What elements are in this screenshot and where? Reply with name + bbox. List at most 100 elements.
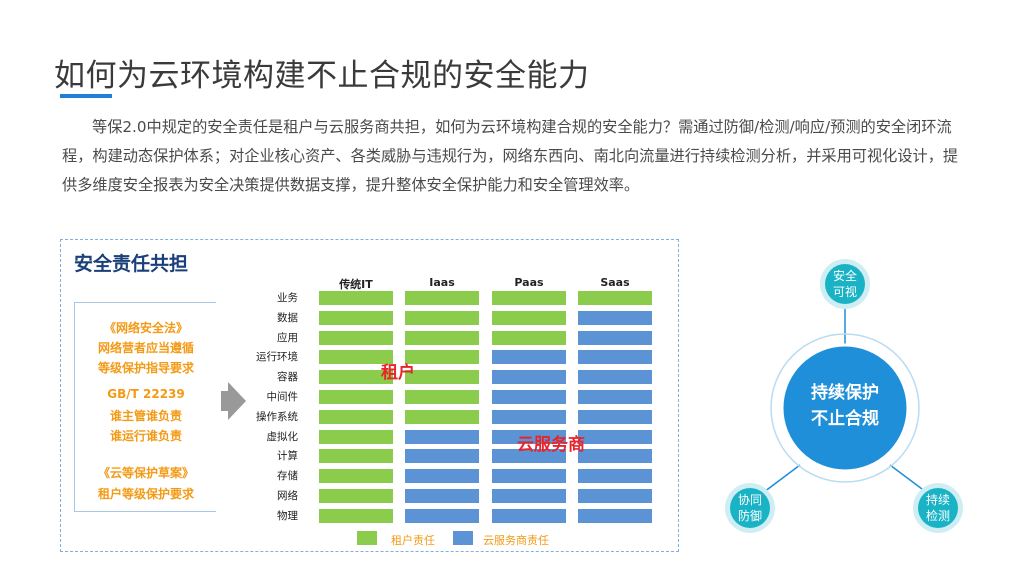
provider-cell [405, 449, 479, 464]
intro-paragraph: 等保2.0中规定的安全责任是租户与云服务商共担，如何为云环境构建合规的安全能力？… [62, 118, 959, 194]
tenant-cell [319, 469, 393, 484]
tenant-cell [405, 350, 479, 365]
satellite-left-circle [730, 488, 770, 528]
row-label: 中间件 [266, 391, 299, 403]
hub-label: 持续保护 不止合规 [788, 380, 902, 432]
provider-cell [578, 429, 652, 444]
satellite-right-label: 持续 检测 [916, 492, 960, 524]
tenant-cell [319, 291, 393, 305]
tenant-cell [319, 310, 393, 325]
tenant-cell [578, 291, 652, 305]
provider-cell [578, 350, 652, 365]
satellite-top-circle [825, 264, 865, 304]
provider-cell [492, 489, 566, 503]
law-line: 谁运行谁负责 [109, 429, 182, 443]
tenant-cell [319, 390, 393, 404]
provider-cell [578, 310, 652, 325]
row-label: 虚拟化 [266, 430, 299, 443]
satellite-line: 防御 [737, 509, 762, 523]
provider-cell [405, 469, 479, 484]
tenant-cell [492, 310, 566, 325]
tenant-cell [405, 390, 479, 404]
tenant-cell [319, 350, 393, 365]
satellite-line: 检测 [925, 509, 950, 523]
tenant-cell [319, 449, 393, 464]
tenant-cell [492, 291, 566, 305]
law-line: GB/T 22239 [107, 387, 185, 401]
law-line: 网络营者应当遵循 [97, 341, 194, 355]
row-label: 存储 [277, 470, 298, 483]
provider-cell [578, 469, 652, 484]
law-line: 等级保护指导要求 [97, 361, 194, 375]
tenant-cell [405, 409, 479, 424]
row-label: 物理 [277, 509, 298, 522]
title-underline [60, 94, 112, 98]
provider-cell [405, 489, 479, 503]
provider-cell [492, 469, 566, 484]
panel-title: 安全责任共担 [74, 253, 189, 275]
satellite-top-label: 安全 可视 [823, 268, 867, 300]
provider-cell [578, 409, 652, 424]
provider-cell [405, 508, 479, 523]
satellite-left-label: 协同 防御 [728, 492, 772, 524]
tenant-cell [319, 489, 393, 503]
tenant-cell [405, 370, 479, 385]
provider-cell [492, 390, 566, 404]
legend-tenant-swatch [357, 531, 377, 545]
hub-line: 不止合规 [811, 409, 879, 429]
satellite-line: 持续 [925, 493, 950, 507]
legend-tenant-label: 租户责任 [391, 534, 435, 547]
satellite-line: 安全 [832, 269, 857, 283]
satellite-line: 可视 [832, 285, 857, 299]
provider-cell [492, 449, 566, 464]
arrow-right-icon [221, 391, 230, 411]
satellite-right-circle [918, 488, 958, 528]
satellite-line: 协同 [737, 493, 762, 507]
tenant-cell [319, 409, 393, 424]
column-header: Iaas [429, 276, 455, 289]
column-header: Paas [514, 276, 544, 289]
law-line: 《网络安全法》 [103, 321, 188, 335]
tenant-cell [319, 429, 393, 444]
tenant-cell [492, 330, 566, 345]
provider-cell [578, 330, 652, 345]
row-label: 业务 [277, 292, 298, 304]
row-label: 应用 [277, 331, 298, 344]
law-line: 谁主管谁负责 [109, 409, 182, 423]
law-line: 租户等级保护要求 [97, 487, 194, 501]
row-label: 操作系统 [256, 410, 298, 423]
tenant-cell [405, 291, 479, 305]
law-line: 《云等保护草案》 [97, 466, 194, 480]
provider-cell [578, 449, 652, 464]
row-label: 容器 [277, 371, 298, 384]
law-requirements-box: 《网络安全法》 网络营者应当遵循 等级保护指导要求 GB/T 22239 谁主管… [74, 302, 216, 512]
hub-outer-ring [770, 333, 920, 483]
hub-circle [780, 343, 910, 473]
tenant-cell [319, 330, 393, 345]
hub-line: 持续保护 [811, 383, 879, 403]
provider-cell [578, 370, 652, 385]
column-header: 传统IT [339, 278, 373, 291]
legend-provider-swatch [453, 531, 473, 545]
tenant-cell [405, 310, 479, 325]
row-label: 数据 [277, 311, 298, 324]
tenant-overlay-label: 租户 [381, 363, 415, 383]
provider-cell [492, 350, 566, 365]
shared-responsibility-panel: 安全责任共担 《网络安全法》 网络营者应当遵循 等级保护指导要求 GB/T 22… [60, 239, 679, 552]
row-label: 计算 [277, 450, 298, 463]
provider-cell [578, 489, 652, 503]
column-header: Saas [600, 276, 630, 289]
provider-cell [492, 409, 566, 424]
row-label: 运行环境 [256, 351, 298, 364]
provider-cell [492, 370, 566, 385]
arrow-right-icon [228, 382, 246, 420]
legend-provider-label: 云服务商责任 [483, 534, 549, 547]
page-title: 如何为云环境构建不止合规的安全能力 [54, 58, 590, 94]
provider-overlay-label: 云服务商 [517, 435, 585, 455]
row-label: 网络 [277, 490, 298, 502]
provider-cell [492, 508, 566, 523]
provider-cell [492, 429, 566, 444]
provider-cell [578, 390, 652, 404]
tenant-cell [405, 330, 479, 345]
